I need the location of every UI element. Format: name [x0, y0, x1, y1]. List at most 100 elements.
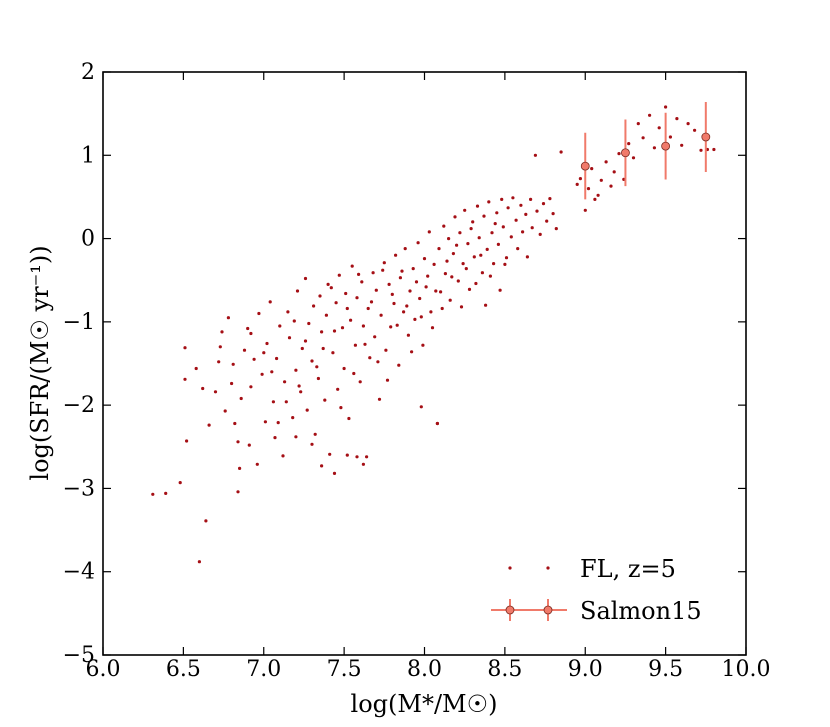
fl-data-point	[596, 193, 600, 197]
fl-data-point	[498, 288, 502, 292]
fl-data-point	[239, 396, 243, 401]
fl-data-point	[559, 150, 563, 154]
fl-data-point	[482, 214, 486, 218]
fl-data-point	[252, 357, 256, 361]
fl-data-point	[278, 324, 282, 328]
legend-salmon-marker-right	[543, 605, 553, 615]
fl-data-point	[455, 243, 459, 247]
fl-data-point	[329, 286, 333, 290]
fl-data-point	[201, 386, 205, 391]
fl-data-point	[352, 371, 356, 376]
fl-data-point	[578, 177, 583, 181]
fl-data-point	[178, 481, 182, 485]
fl-data-point	[469, 227, 473, 231]
fl-data-point	[236, 490, 240, 494]
salmon15-data-point	[661, 141, 671, 151]
fl-data-point	[236, 440, 240, 444]
fl-data-point	[263, 420, 267, 424]
fl-data-point	[220, 330, 224, 334]
fl-data-point	[459, 305, 464, 309]
fl-data-point	[342, 366, 346, 371]
fl-data-point	[360, 280, 364, 284]
fl-data-point	[604, 160, 608, 164]
fl-data-point	[328, 452, 332, 456]
fl-data-point	[453, 215, 457, 219]
fl-data-point	[477, 236, 481, 240]
fl-data-point	[183, 377, 187, 381]
fl-data-point	[361, 324, 365, 328]
fl-data-point	[463, 208, 467, 212]
fl-data-point	[223, 409, 227, 413]
x-tick-label: 9.0	[568, 657, 603, 682]
fl-data-point	[392, 301, 396, 306]
legend-salmon-label: Salmon15	[580, 597, 702, 625]
fl-data-point	[281, 454, 285, 458]
fl-data-point	[668, 135, 673, 139]
fl-data-point	[398, 276, 402, 280]
fl-data-point	[233, 421, 237, 426]
fl-data-point	[451, 252, 455, 256]
fl-data-point	[519, 203, 523, 207]
fl-data-point	[316, 376, 320, 381]
fl-data-point	[249, 385, 253, 389]
y-tick-label: −3	[63, 476, 95, 501]
fl-data-point	[418, 296, 422, 301]
fl-data-point	[294, 435, 298, 439]
fl-data-point	[466, 242, 470, 246]
fl-data-point	[493, 222, 497, 226]
fl-data-point	[300, 346, 304, 351]
fl-data-point	[273, 436, 277, 440]
fl-data-point	[207, 423, 211, 427]
fl-data-point	[475, 204, 480, 208]
fl-data-point	[376, 360, 380, 364]
fl-data-point	[332, 329, 337, 333]
fl-data-point	[287, 336, 292, 340]
fl-data-point	[506, 206, 510, 210]
fl-data-point	[664, 105, 668, 109]
fl-data-point	[472, 255, 476, 259]
fl-data-point	[310, 359, 314, 363]
fl-data-point	[294, 368, 298, 372]
fl-data-point	[377, 397, 382, 401]
fl-data-point	[357, 272, 361, 276]
fl-data-point	[249, 331, 253, 336]
fl-data-point	[247, 443, 251, 447]
fl-data-point	[406, 333, 410, 337]
fl-data-point	[627, 142, 631, 146]
fl-data-point	[424, 285, 428, 289]
fl-data-point	[257, 311, 261, 316]
fl-data-point	[439, 290, 443, 294]
fl-data-point	[426, 274, 430, 278]
fl-data-point	[262, 351, 266, 355]
fl-data-point	[368, 356, 372, 360]
x-tick-label: 8.5	[487, 657, 522, 682]
fl-data-point	[185, 439, 189, 443]
x-tick-label: 7.5	[327, 657, 362, 682]
fl-data-point	[443, 272, 447, 276]
legend-fl-marker-right	[546, 566, 550, 570]
fl-data-point	[318, 294, 322, 298]
fl-data-point	[366, 306, 370, 311]
fl-data-point	[344, 291, 348, 296]
fl-data-point	[712, 147, 716, 152]
fl-data-point	[395, 323, 399, 327]
fl-data-point	[427, 230, 431, 234]
fl-data-point	[350, 264, 354, 268]
fl-data-point	[529, 197, 533, 201]
salmon15-data-point	[701, 132, 711, 142]
fl-data-point	[442, 224, 446, 228]
fl-data-point	[373, 335, 377, 339]
fl-data-point	[450, 275, 454, 279]
fl-data-point	[340, 326, 345, 330]
fl-data-point	[487, 200, 491, 204]
fl-data-point	[283, 380, 287, 384]
fl-data-point	[371, 271, 375, 275]
fl-data-point	[374, 288, 378, 292]
fl-data-point	[295, 289, 300, 293]
fl-data-point	[575, 182, 579, 186]
fl-data-point	[516, 247, 520, 251]
fl-data-point	[268, 300, 272, 304]
fl-data-point	[471, 220, 475, 224]
y-tick-label: −1	[63, 310, 95, 335]
